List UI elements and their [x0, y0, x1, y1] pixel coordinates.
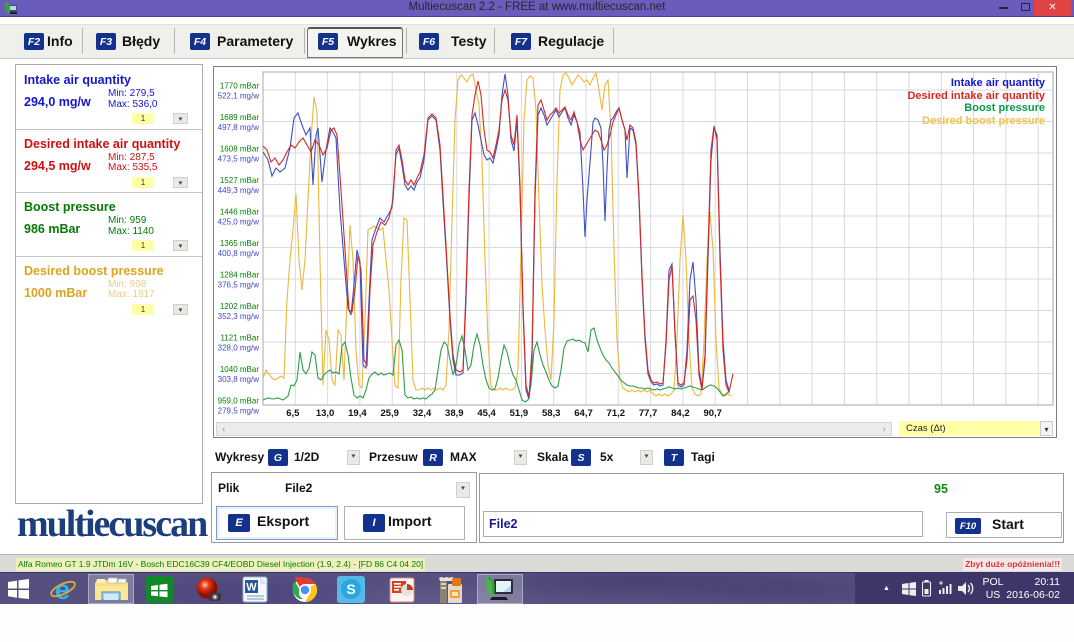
svg-text:71,2: 71,2: [607, 408, 626, 419]
svg-text:77,7: 77,7: [639, 408, 658, 419]
svg-text:13,0: 13,0: [316, 408, 335, 419]
svg-text:1284 mBar: 1284 mBar: [220, 271, 259, 280]
svg-text:19,4: 19,4: [348, 408, 367, 419]
svg-text:90,7: 90,7: [703, 408, 722, 419]
svg-text:1608 mBar: 1608 mBar: [220, 145, 259, 154]
svg-text:376,5 mg/w: 376,5 mg/w: [218, 281, 260, 290]
svg-text:303,8 mg/w: 303,8 mg/w: [218, 375, 260, 384]
svg-text:352,3 mg/w: 352,3 mg/w: [218, 312, 260, 321]
svg-text:e: e: [55, 575, 71, 604]
svg-text:58,3: 58,3: [542, 408, 561, 419]
svg-text:S: S: [346, 581, 355, 597]
svg-text:473,5 mg/w: 473,5 mg/w: [218, 155, 260, 164]
svg-text:1527 mBar: 1527 mBar: [220, 176, 259, 185]
svg-text:64,7: 64,7: [574, 408, 593, 419]
svg-text:449,3 mg/w: 449,3 mg/w: [218, 186, 260, 195]
svg-text:25,9: 25,9: [380, 408, 399, 419]
svg-text:6,5: 6,5: [286, 408, 300, 419]
svg-text:W: W: [246, 582, 257, 594]
svg-text:1770 mBar: 1770 mBar: [220, 82, 259, 91]
svg-text:1689 mBar: 1689 mBar: [220, 113, 259, 122]
svg-text:1446 mBar: 1446 mBar: [220, 208, 259, 217]
svg-text:51,9: 51,9: [510, 408, 529, 419]
svg-text:959,0 mBar: 959,0 mBar: [218, 397, 260, 406]
svg-text:522,1 mg/w: 522,1 mg/w: [218, 92, 260, 101]
svg-text:1121 mBar: 1121 mBar: [220, 334, 259, 343]
svg-text:1202 mBar: 1202 mBar: [220, 302, 259, 311]
svg-text:400,8 mg/w: 400,8 mg/w: [218, 249, 260, 258]
svg-text:1365 mBar: 1365 mBar: [220, 239, 259, 248]
svg-text:425,0 mg/w: 425,0 mg/w: [218, 218, 260, 227]
svg-text:497,8 mg/w: 497,8 mg/w: [218, 123, 260, 132]
svg-text:32,4: 32,4: [413, 408, 432, 419]
svg-text:38,9: 38,9: [445, 408, 464, 419]
svg-text:328,0 mg/w: 328,0 mg/w: [218, 344, 260, 353]
svg-text:279,5 mg/w: 279,5 mg/w: [218, 407, 260, 416]
svg-text:1040 mBar: 1040 mBar: [220, 365, 259, 374]
svg-text:84,2: 84,2: [671, 408, 690, 419]
svg-text:45,4: 45,4: [477, 408, 496, 419]
